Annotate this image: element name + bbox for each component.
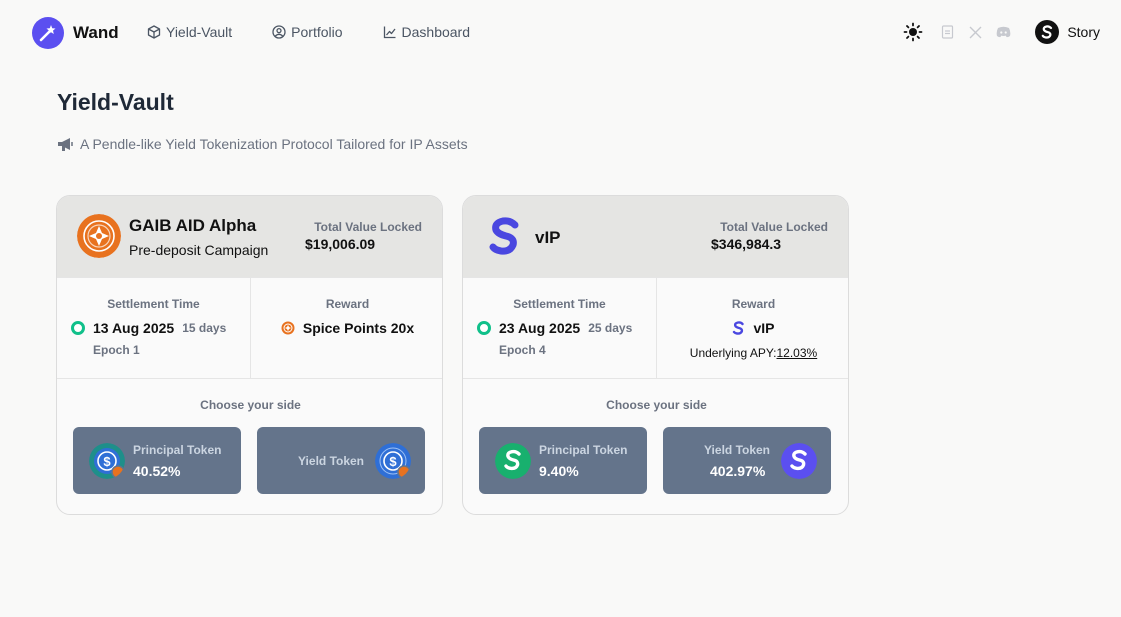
chain-label: Story bbox=[1067, 24, 1100, 40]
vault-card-vip[interactable]: vIP Total Value Locked $346,984.3 Settle… bbox=[462, 195, 849, 515]
theme-toggle-sun-icon[interactable] bbox=[901, 20, 925, 44]
brand-name: Wand bbox=[73, 23, 119, 42]
spice-points-icon bbox=[281, 321, 295, 335]
choose-side-label: Choose your side bbox=[200, 398, 301, 412]
tvl-value: $346,984.3 bbox=[711, 236, 782, 252]
tvl-label: Total Value Locked bbox=[314, 220, 422, 234]
choose-side-label: Choose your side bbox=[606, 398, 707, 412]
usdc-yt-icon: $ bbox=[375, 443, 411, 479]
nav-dashboard[interactable]: Dashboard bbox=[383, 24, 471, 40]
principal-token-value: 40.52% bbox=[133, 463, 181, 479]
column-divider bbox=[656, 278, 657, 379]
nav-yield-vault-label: Yield-Vault bbox=[166, 24, 233, 40]
status-dot-icon bbox=[71, 321, 85, 335]
vault-details: Settlement Time 23 Aug 2025 25 days Epoc… bbox=[463, 278, 848, 379]
vault-details: Settlement Time 13 Aug 2025 15 days Epoc… bbox=[57, 278, 442, 379]
reward-row: vIP bbox=[657, 320, 848, 336]
story-logo-icon bbox=[1035, 20, 1060, 44]
underlying-apy: Underlying APY:12.03% bbox=[657, 346, 848, 360]
reward-label: Reward bbox=[731, 297, 776, 311]
settlement-row: 23 Aug 2025 25 days bbox=[477, 320, 632, 336]
discord-icon[interactable] bbox=[991, 20, 1015, 44]
settlement-date: 23 Aug 2025 bbox=[499, 320, 581, 336]
yield-token-label: Yield Token bbox=[704, 443, 771, 457]
apy-value-link[interactable]: 12.03% bbox=[776, 346, 818, 360]
usdc-pt-icon: $ bbox=[89, 443, 125, 479]
days-left: 25 days bbox=[588, 321, 633, 335]
subtitle-text: A Pendle-like Yield Tokenization Protoco… bbox=[80, 136, 468, 152]
principal-token-value: 9.40% bbox=[539, 463, 579, 479]
vault-card-header: vIP Total Value Locked $346,984.3 bbox=[463, 196, 848, 278]
cube-icon bbox=[147, 25, 161, 39]
page-subtitle: A Pendle-like Yield Tokenization Protoco… bbox=[57, 136, 468, 152]
docs-icon[interactable] bbox=[935, 20, 959, 44]
epoch-label: Epoch 1 bbox=[93, 343, 140, 357]
vault-name: vIP bbox=[535, 228, 561, 247]
settlement-time-label: Settlement Time bbox=[513, 297, 606, 311]
vault-name: GAIB AID Alpha bbox=[129, 216, 257, 235]
nav-yield-vault[interactable]: Yield-Vault bbox=[147, 24, 232, 40]
settlement-time-label: Settlement Time bbox=[107, 297, 200, 311]
settlement-date: 13 Aug 2025 bbox=[93, 320, 175, 336]
principal-token-label: Principal Token bbox=[133, 443, 222, 457]
header-actions: Story bbox=[901, 20, 1100, 44]
reward-value: vIP bbox=[753, 320, 775, 336]
page-title: Yield-Vault bbox=[57, 89, 174, 115]
epoch-label: Epoch 4 bbox=[499, 343, 546, 357]
reward-value: Spice Points 20x bbox=[302, 320, 415, 336]
vip-reward-icon bbox=[732, 321, 745, 335]
days-left: 15 days bbox=[182, 321, 227, 335]
wand-logo-icon bbox=[32, 17, 64, 49]
principal-token-label: Principal Token bbox=[539, 443, 628, 457]
status-dot-icon bbox=[477, 321, 491, 335]
yield-token-button[interactable]: Yield Token $ bbox=[257, 427, 425, 494]
vip-pt-icon bbox=[495, 443, 531, 479]
principal-token-button[interactable]: $ Principal Token 40.52% bbox=[73, 427, 241, 494]
chain-selector[interactable]: Story bbox=[1035, 20, 1100, 44]
nav-portfolio[interactable]: Portfolio bbox=[272, 24, 343, 40]
x-twitter-icon[interactable] bbox=[963, 20, 987, 44]
tvl-label: Total Value Locked bbox=[720, 220, 828, 234]
reward-row: Spice Points 20x bbox=[251, 320, 442, 336]
svg-text:$: $ bbox=[103, 454, 111, 469]
reward-label: Reward bbox=[325, 297, 370, 311]
top-nav-bar: Wand Yield-Vault Portfolio Dashboard bbox=[0, 0, 1121, 66]
principal-token-button[interactable]: Principal Token 9.40% bbox=[479, 427, 647, 494]
main-nav: Yield-Vault Portfolio Dashboard bbox=[147, 24, 510, 40]
yield-token-value: 402.97% bbox=[710, 463, 766, 479]
tvl-value: $19,006.09 bbox=[305, 236, 376, 252]
vip-yt-icon bbox=[781, 443, 817, 479]
megaphone-icon bbox=[58, 137, 73, 151]
chart-icon bbox=[383, 26, 396, 39]
apy-label: Underlying APY: bbox=[689, 346, 777, 360]
nav-dashboard-label: Dashboard bbox=[401, 24, 471, 40]
gaib-logo-icon bbox=[77, 214, 121, 258]
vault-card-gaib[interactable]: GAIB AID Alpha Pre-deposit Campaign Tota… bbox=[56, 195, 443, 515]
yield-token-button[interactable]: Yield Token 402.97% bbox=[663, 427, 831, 494]
yield-token-label: Yield Token bbox=[298, 454, 365, 468]
settlement-row: 13 Aug 2025 15 days bbox=[71, 320, 226, 336]
svg-text:$: $ bbox=[389, 454, 397, 469]
vault-subtitle: Pre-deposit Campaign bbox=[129, 242, 269, 258]
vault-card-header: GAIB AID Alpha Pre-deposit Campaign Tota… bbox=[57, 196, 442, 278]
vip-logo-icon bbox=[489, 217, 519, 255]
column-divider bbox=[250, 278, 251, 379]
user-circle-icon bbox=[272, 25, 286, 39]
brand-logo[interactable]: Wand bbox=[32, 17, 119, 49]
nav-portfolio-label: Portfolio bbox=[291, 24, 343, 40]
